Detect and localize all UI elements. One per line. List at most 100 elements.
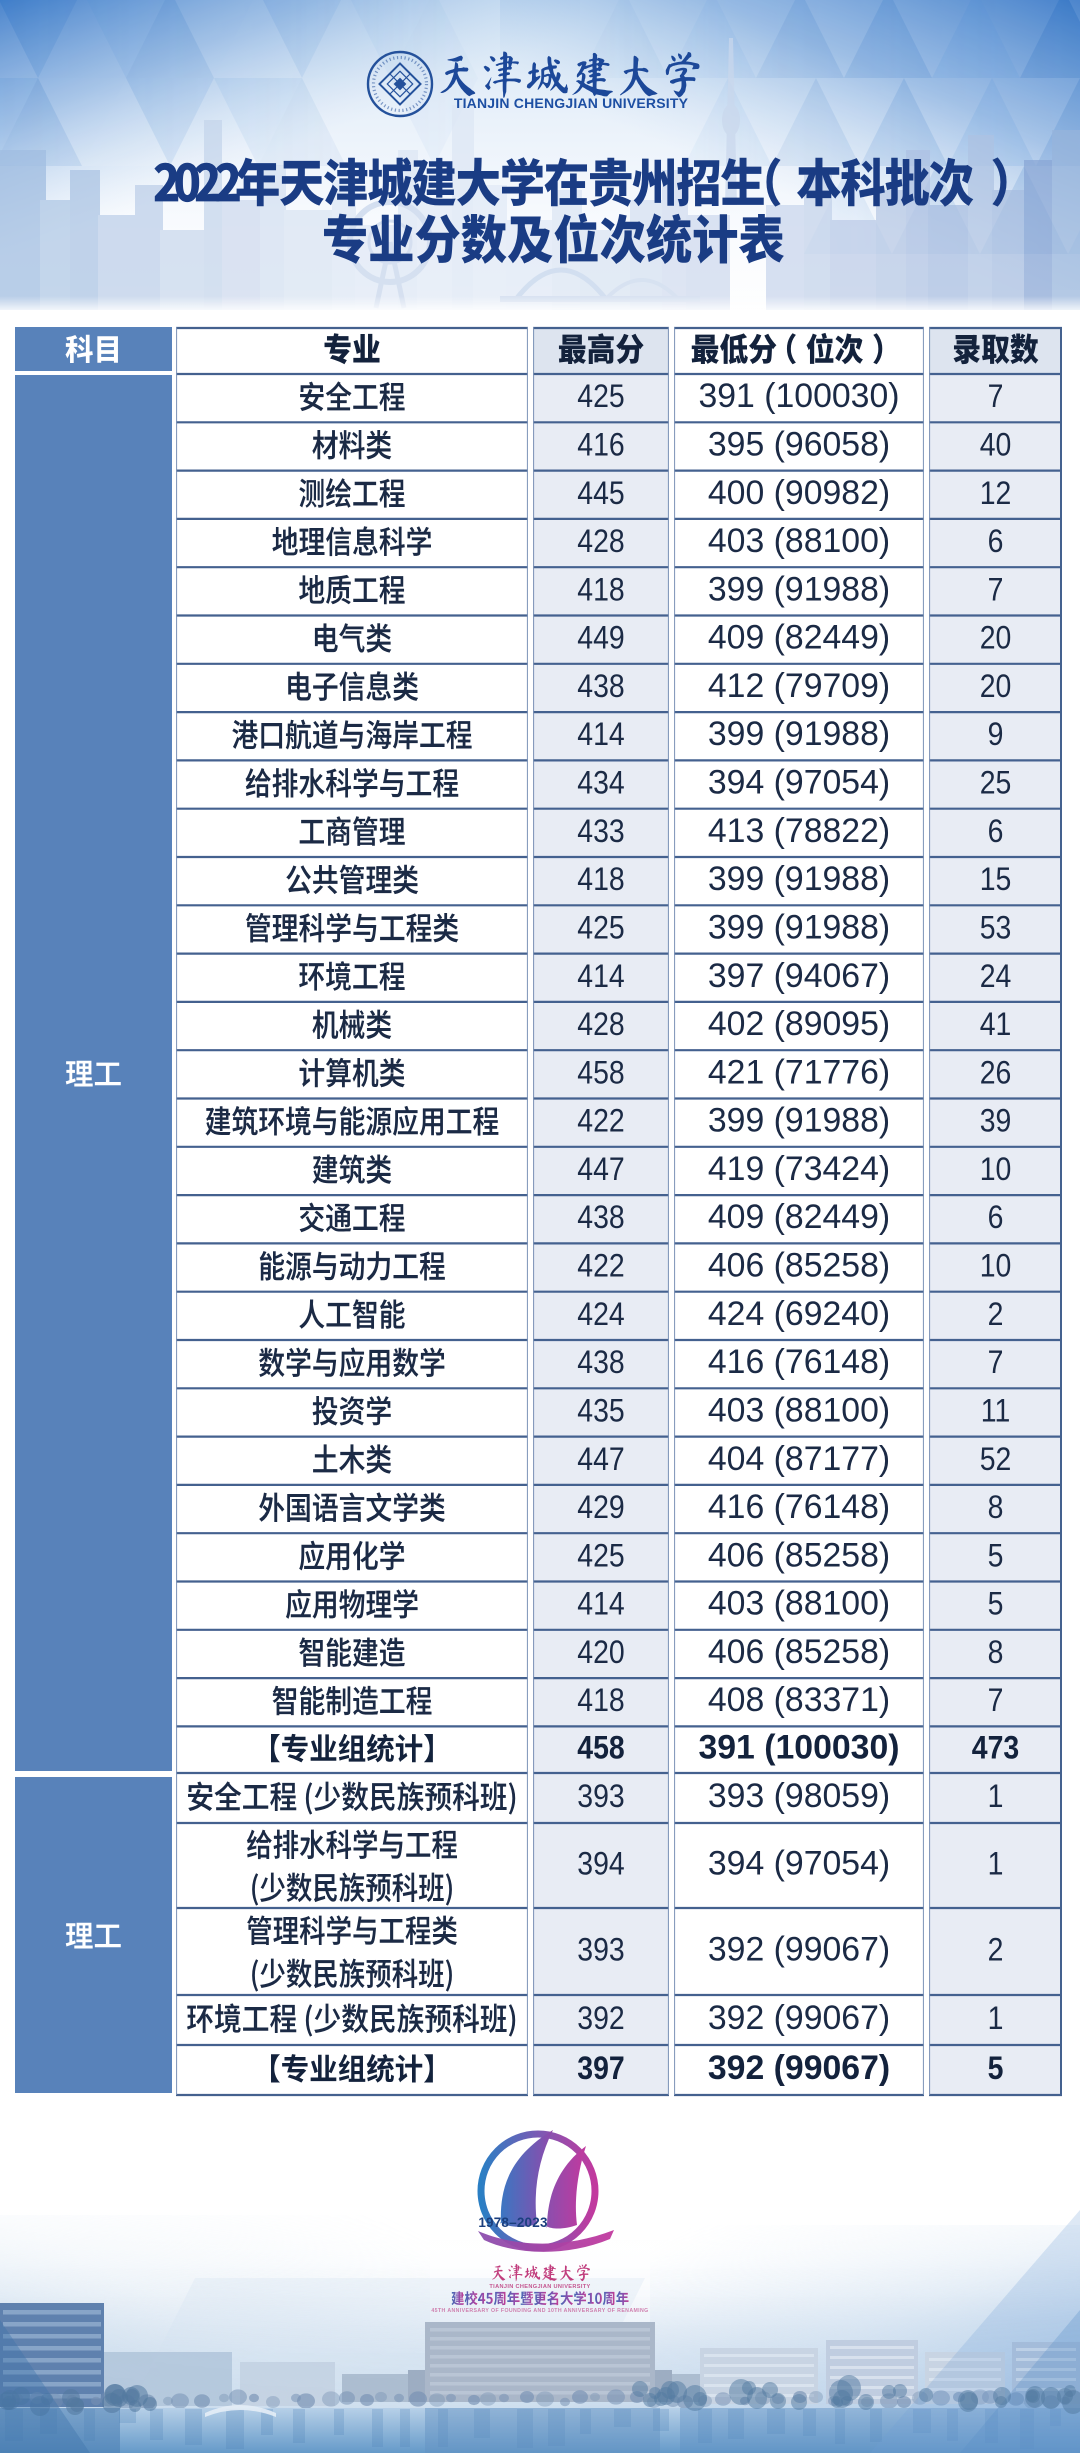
svg-text:458: 458 [577,1730,624,1766]
svg-text:438: 438 [577,1344,624,1380]
svg-text:422: 422 [577,1103,624,1139]
svg-text:421 (71776): 421 (71776) [708,1053,890,1091]
svg-text:399 (91988): 399 (91988) [708,570,890,608]
svg-text:20: 20 [980,620,1012,656]
svg-text:403 (88100): 403 (88100) [708,522,890,560]
svg-text:26: 26 [980,1055,1012,1091]
svg-text:400 (90982): 400 (90982) [708,473,890,511]
svg-text:394: 394 [577,1846,624,1882]
svg-text:428: 428 [577,523,624,559]
svg-text:393: 393 [577,1932,624,1968]
svg-text:15: 15 [980,861,1012,897]
svg-text:5: 5 [988,1538,1004,1574]
svg-text:TIANJIN CHENGJIAN UNIVERSITY: TIANJIN CHENGJIAN UNIVERSITY [454,95,689,111]
svg-text:399 (91988): 399 (91988) [708,715,890,753]
svg-text:391 (100030): 391 (100030) [698,377,899,415]
svg-text:41: 41 [980,1006,1012,1042]
svg-text:10: 10 [980,1248,1012,1284]
svg-text:39: 39 [980,1103,1012,1139]
svg-text:9: 9 [988,716,1004,752]
svg-text:40: 40 [980,427,1012,463]
svg-text:7: 7 [988,378,1004,414]
svg-text:20: 20 [980,668,1012,704]
svg-text:392 (99067): 392 (99067) [708,1930,890,1968]
svg-text:8: 8 [988,1489,1004,1525]
svg-text:392 (99067): 392 (99067) [708,2049,890,2087]
svg-text:434: 434 [577,765,624,801]
svg-text:25: 25 [980,765,1012,801]
svg-text:52: 52 [980,1441,1012,1477]
svg-text:393 (98059): 393 (98059) [708,1777,890,1815]
svg-text:53: 53 [980,910,1012,946]
svg-text:399 (91988): 399 (91988) [708,1101,890,1139]
svg-text:416 (76148): 416 (76148) [708,1488,890,1526]
svg-text:5: 5 [988,2050,1004,2086]
svg-text:1: 1 [988,1846,1004,1882]
svg-text:409 (82449): 409 (82449) [708,618,890,656]
svg-text:425: 425 [577,1538,624,1574]
svg-text:414: 414 [577,958,624,994]
svg-text:403 (88100): 403 (88100) [708,1391,890,1429]
svg-text:406 (85258): 406 (85258) [708,1633,890,1671]
svg-text:394 (97054): 394 (97054) [708,763,890,801]
svg-text:399 (91988): 399 (91988) [708,908,890,946]
svg-text:416 (76148): 416 (76148) [708,1343,890,1381]
svg-text:425: 425 [577,378,624,414]
svg-text:473: 473 [972,1730,1019,1766]
svg-text:412 (79709): 412 (79709) [708,667,890,705]
svg-text:6: 6 [988,523,1004,559]
svg-text:424: 424 [577,1296,624,1332]
svg-text:7: 7 [988,1344,1004,1380]
svg-text:418: 418 [577,1682,624,1718]
svg-text:424 (69240): 424 (69240) [708,1294,890,1332]
svg-text:402 (89095): 402 (89095) [708,1005,890,1043]
svg-text:6: 6 [988,1199,1004,1235]
svg-text:6: 6 [988,813,1004,849]
svg-text:429: 429 [577,1489,624,1525]
svg-text:425: 425 [577,910,624,946]
svg-text:1: 1 [988,1778,1004,1814]
svg-text:391 (100030): 391 (100030) [698,1728,899,1766]
svg-text:12: 12 [980,475,1012,511]
svg-text:397 (94067): 397 (94067) [708,956,890,994]
svg-text:447: 447 [577,1151,624,1187]
svg-text:2: 2 [988,1296,1004,1332]
svg-text:416: 416 [577,427,624,463]
svg-text:449: 449 [577,620,624,656]
svg-text:7: 7 [988,1682,1004,1718]
svg-text:392 (99067): 392 (99067) [708,1999,890,2037]
svg-text:394 (97054): 394 (97054) [708,1844,890,1882]
svg-text:420: 420 [577,1634,624,1670]
svg-text:393: 393 [577,1778,624,1814]
svg-text:409 (82449): 409 (82449) [708,1198,890,1236]
svg-text:399 (91988): 399 (91988) [708,860,890,898]
svg-text:447: 447 [577,1441,624,1477]
svg-text:11: 11 [981,1393,1011,1429]
svg-text:392: 392 [577,2000,624,2036]
svg-text:422: 422 [577,1248,624,1284]
svg-text:445: 445 [577,475,624,511]
svg-text:433: 433 [577,813,624,849]
svg-text:8: 8 [988,1634,1004,1670]
svg-text:7: 7 [988,572,1004,608]
svg-text:24: 24 [980,958,1012,994]
svg-text:419 (73424): 419 (73424) [708,1150,890,1188]
svg-text:10: 10 [980,1151,1012,1187]
svg-text:438: 438 [577,668,624,704]
svg-text:418: 418 [577,572,624,608]
svg-text:5: 5 [988,1586,1004,1622]
svg-text:408 (83371): 408 (83371) [708,1681,890,1719]
svg-text:2: 2 [988,1932,1004,1968]
svg-text:404 (87177): 404 (87177) [708,1439,890,1477]
svg-text:418: 418 [577,861,624,897]
svg-text:397: 397 [577,2050,624,2086]
svg-text:435: 435 [577,1393,624,1429]
svg-text:438: 438 [577,1199,624,1235]
svg-text:403 (88100): 403 (88100) [708,1584,890,1622]
svg-text:1978–2023: 1978–2023 [478,2215,548,2230]
svg-text:414: 414 [577,716,624,752]
svg-text:414: 414 [577,1586,624,1622]
svg-text:TIANJIN CHENGJIAN UNIVERSITY: TIANJIN CHENGJIAN UNIVERSITY [489,2284,590,2290]
svg-text:458: 458 [577,1055,624,1091]
svg-text:406 (85258): 406 (85258) [708,1536,890,1574]
